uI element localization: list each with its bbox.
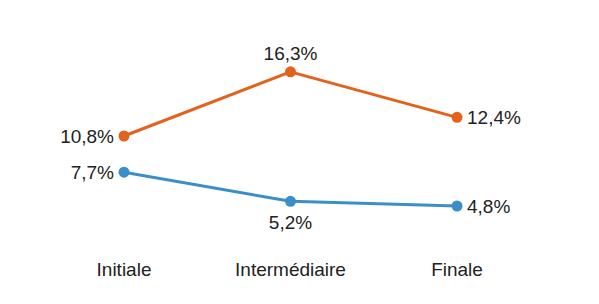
data-labels: 10,8% 16,3% 12,4% 7,7% 5,2% 4,8% (60, 43, 521, 234)
data-label: 4,8% (467, 196, 510, 217)
marker (285, 196, 296, 207)
chart: 10,8% 16,3% 12,4% 7,7% 5,2% 4,8% Initiale Inter… (0, 0, 599, 304)
data-label: 16,3% (264, 43, 318, 64)
marker (119, 167, 130, 178)
marker (452, 112, 463, 123)
marker (119, 131, 130, 142)
x-axis-labels: Initiale Intermédiaire Finale (97, 259, 483, 280)
plot-area (119, 66, 463, 211)
data-label: 10,8% (60, 126, 114, 147)
series-line (124, 172, 457, 206)
data-label: 12,4% (467, 107, 521, 128)
x-tick-label: Initiale (97, 259, 152, 280)
marker (285, 66, 296, 77)
data-label: 7,7% (71, 162, 114, 183)
data-label: 5,2% (269, 212, 312, 233)
series-line (124, 72, 457, 136)
marker (452, 201, 463, 212)
x-tick-label: Intermédiaire (235, 259, 346, 280)
x-tick-label: Finale (431, 259, 483, 280)
